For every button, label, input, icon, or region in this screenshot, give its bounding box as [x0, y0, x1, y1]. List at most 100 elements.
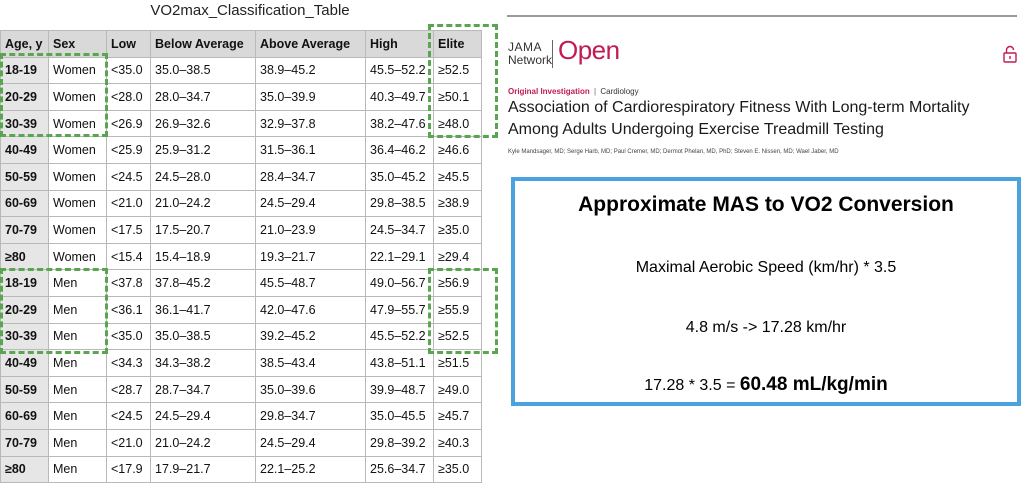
table-row: ≥80 Men <17.9 17.9–21.7 22.1–25.2 25.6–34.7 ≥3…	[0, 455, 482, 484]
value-cell: <34.3	[106, 349, 151, 377]
value-cell: 45.5–52.2	[365, 56, 434, 85]
table-row: 50-59 Women <24.5 24.5–28.0 28.4–34.7 35.0–45…	[0, 162, 482, 191]
value-cell: <35.0	[106, 56, 151, 85]
column-header: Sex	[48, 30, 107, 58]
value-cell: 32.9–37.8	[255, 109, 366, 138]
age-cell: 20-29	[0, 83, 49, 111]
value-cell: ≥40.3	[433, 428, 482, 457]
value-cell: <26.9	[106, 109, 151, 138]
sex-cell: Women	[48, 242, 107, 271]
logo-network-text: Network	[508, 53, 553, 67]
value-cell: <17.9	[106, 455, 151, 484]
value-cell: <35.0	[106, 322, 151, 351]
value-cell: 36.1–41.7	[150, 295, 256, 324]
value-cell: 34.3–38.2	[150, 349, 256, 377]
column-header: Age, y	[0, 30, 49, 58]
value-cell: ≥38.9	[433, 189, 482, 218]
value-cell: 25.6–34.7	[365, 455, 434, 484]
article-category: Cardiology	[600, 87, 639, 96]
mas-conversion-box: Approximate MAS to VO2 Conversion Maxima…	[511, 177, 1021, 406]
value-cell: <25.9	[106, 136, 151, 164]
age-cell: 20-29	[0, 295, 49, 324]
column-header: Above Average	[255, 30, 366, 58]
age-cell: 40-49	[0, 136, 49, 164]
value-cell: ≥49.0	[433, 375, 482, 404]
value-cell: 24.5–28.0	[150, 162, 256, 191]
table-title: VO2max_Classification_Table	[150, 2, 350, 19]
value-cell: <24.5	[106, 402, 151, 430]
value-cell: ≥50.1	[433, 83, 482, 111]
article-type: Original Investigation	[508, 87, 590, 96]
table-row: 40-49 Women <25.9 25.9–31.2 31.5–36.1 36.4–46…	[0, 136, 482, 164]
table-row: 30-39 Men <35.0 35.0–38.5 39.2–45.2 45.5–52.2…	[0, 322, 482, 351]
age-cell: 30-39	[0, 322, 49, 351]
column-header: Low	[106, 30, 151, 58]
value-cell: <24.5	[106, 162, 151, 191]
conversion-calculation: 17.28 * 3.5 = 60.48 mL/kg/min	[515, 374, 1017, 396]
age-cell: 70-79	[0, 428, 49, 457]
value-cell: 24.5–34.7	[365, 216, 434, 244]
value-cell: ≥29.4	[433, 242, 482, 271]
age-cell: ≥80	[0, 242, 49, 271]
value-cell: 45.5–52.2	[365, 322, 434, 351]
value-cell: 21.0–24.2	[150, 189, 256, 218]
value-cell: 28.0–34.7	[150, 83, 256, 111]
value-cell: 31.5–36.1	[255, 136, 366, 164]
value-cell: 28.7–34.7	[150, 375, 256, 404]
table-row: ≥80 Women <15.4 15.4–18.9 19.3–21.7 22.1–29.1…	[0, 242, 482, 271]
table-row: 30-39 Women <26.9 26.9–32.6 32.9–37.8 38.2–47…	[0, 109, 482, 138]
table-row: 60-69 Men <24.5 24.5–29.4 29.8–34.7 35.0–45.5…	[0, 402, 482, 430]
article-title: Association of Cardiorespiratory Fitness…	[508, 99, 970, 138]
value-cell: <21.0	[106, 428, 151, 457]
table-body: 18-19 Women <35.0 35.0–38.5 38.9–45.2 45.5–52…	[0, 56, 482, 484]
value-cell: <28.0	[106, 83, 151, 111]
sex-cell: Women	[48, 189, 107, 218]
sex-cell: Men	[48, 269, 107, 297]
value-cell: ≥56.9	[433, 269, 482, 297]
value-cell: 15.4–18.9	[150, 242, 256, 271]
value-cell: ≥35.0	[433, 216, 482, 244]
value-cell: 49.0–56.7	[365, 269, 434, 297]
table-row: 20-29 Men <36.1 36.1–41.7 42.0–47.6 47.9–55.7…	[0, 295, 482, 324]
table-row: 50-59 Men <28.7 28.7–34.7 35.0–39.6 39.9–48.7…	[0, 375, 482, 404]
unlock-icon	[1003, 45, 1017, 63]
age-cell: 50-59	[0, 162, 49, 191]
logo-divider	[552, 40, 553, 68]
value-cell: 19.3–21.7	[255, 242, 366, 271]
value-cell: ≥48.0	[433, 109, 482, 138]
value-cell: <21.0	[106, 189, 151, 218]
table-row: 70-79 Men <21.0 21.0–24.2 24.5–29.4 29.8–39.2…	[0, 428, 482, 457]
value-cell: 29.8–38.5	[365, 189, 434, 218]
age-cell: 60-69	[0, 189, 49, 218]
value-cell: <17.5	[106, 216, 151, 244]
age-cell: 18-19	[0, 56, 49, 85]
table-header-row: Age, y Sex Low Below Average Above Avera…	[0, 30, 482, 58]
table-row: 18-19 Men <37.8 37.8–45.2 45.5–48.7 49.0–56.7…	[0, 269, 482, 297]
value-cell: ≥45.7	[433, 402, 482, 430]
value-cell: <36.1	[106, 295, 151, 324]
sex-cell: Women	[48, 83, 107, 111]
meta-separator: |	[594, 87, 597, 96]
value-cell: 37.8–45.2	[150, 269, 256, 297]
sex-cell: Men	[48, 402, 107, 430]
value-cell: 29.8–34.7	[255, 402, 366, 430]
table-row: 18-19 Women <35.0 35.0–38.5 38.9–45.2 45.5–52…	[0, 56, 482, 85]
value-cell: ≥51.5	[433, 349, 482, 377]
age-cell: 50-59	[0, 375, 49, 404]
top-rule	[507, 15, 1017, 17]
value-cell: 24.5–29.4	[150, 402, 256, 430]
value-cell: 38.2–47.6	[365, 109, 434, 138]
conversion-formula: Maximal Aerobic Speed (km/hr) * 3.5	[635, 259, 897, 276]
article-meta: Original Investigation | Cardiology	[508, 87, 639, 96]
value-cell: 43.8–51.1	[365, 349, 434, 377]
value-cell: 35.0–45.2	[365, 162, 434, 191]
value-cell: <28.7	[106, 375, 151, 404]
column-header: Elite	[433, 30, 482, 58]
value-cell: ≥45.5	[433, 162, 482, 191]
sex-cell: Men	[48, 295, 107, 324]
value-cell: 21.0–24.2	[150, 428, 256, 457]
table-row: 60-69 Women <21.0 21.0–24.2 24.5–29.4 29.8–38…	[0, 189, 482, 218]
value-cell: 24.5–29.4	[255, 428, 366, 457]
sex-cell: Women	[48, 216, 107, 244]
value-cell: 26.9–32.6	[150, 109, 256, 138]
